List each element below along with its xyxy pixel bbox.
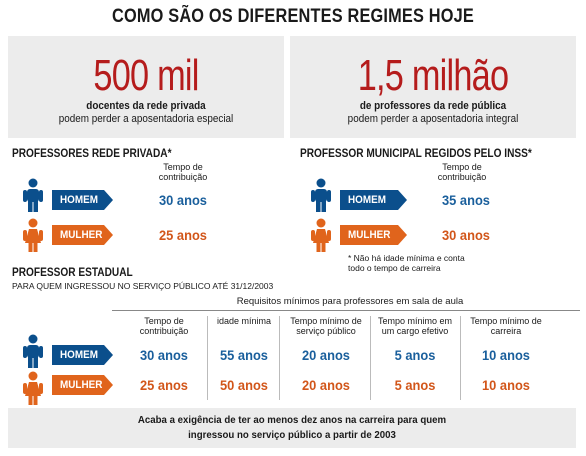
municipal-man-value: 35 anos — [442, 192, 490, 208]
state-woman-label: MULHER — [60, 379, 103, 391]
private-woman-arrow — [104, 225, 113, 245]
state-man-value-3: 5 anos — [394, 347, 436, 363]
state-requirements: Requisitos mínimos para professores em s… — [236, 296, 464, 307]
municipal-woman-arrow — [398, 225, 407, 245]
private-title: PROFESSORES REDE PRIVADA* — [12, 148, 172, 160]
municipal-header: Tempo de contribuição — [437, 162, 487, 182]
state-man-label: HOMEM — [60, 349, 98, 361]
municipal-woman-label: MULHER — [348, 229, 391, 241]
municipal-man-arrow — [398, 190, 407, 210]
private-woman-value: 25 anos — [159, 227, 207, 243]
man-figure-icon — [18, 334, 48, 368]
state-title: PROFESSOR ESTADUAL — [12, 267, 133, 279]
private-man-value: 30 anos — [159, 192, 207, 208]
stat-right-line1: de professores da rede pública — [359, 100, 507, 112]
state-woman-bar: MULHER — [52, 375, 104, 395]
man-figure-icon — [306, 178, 336, 212]
stat-left-line2: podem perder a aposentadoria especial — [58, 113, 234, 125]
private-man-bar: HOMEM — [52, 190, 104, 210]
state-man-value-2: 20 anos — [302, 347, 350, 363]
state-header-0: Tempo de contribuição — [139, 316, 189, 336]
column-divider — [279, 316, 280, 400]
private-man-label: HOMEM — [60, 194, 98, 206]
woman-figure-icon — [18, 218, 48, 252]
municipal-man-label: HOMEM — [348, 194, 386, 206]
column-divider — [370, 316, 371, 400]
stat-left-number: 500 mil — [93, 51, 199, 100]
state-header-1: idade mínima — [216, 316, 272, 326]
state-man-value-1: 55 anos — [220, 347, 268, 363]
woman-figure-icon — [306, 218, 336, 252]
state-woman-value-2: 20 anos — [302, 377, 350, 393]
state-header-4: Tempo mínimo de carreira — [470, 316, 542, 336]
page-title: COMO SÃO OS DIFERENTES REGIMES HOJE — [112, 6, 474, 27]
footer-panel — [8, 408, 576, 448]
state-man-value-0: 30 anos — [140, 347, 188, 363]
state-woman-value-0: 25 anos — [140, 377, 188, 393]
state-woman-value-4: 10 anos — [482, 377, 530, 393]
column-divider — [460, 316, 461, 400]
state-woman-arrow — [104, 375, 113, 395]
municipal-woman-value: 30 anos — [442, 227, 490, 243]
municipal-title: PROFESSOR MUNICIPAL REGIDOS PELO INSS* — [300, 148, 532, 160]
state-woman-value-1: 50 anos — [220, 377, 268, 393]
footer-line1: Acaba a exigência de ter ao menos dez an… — [137, 414, 447, 426]
column-divider — [207, 316, 208, 400]
man-figure-icon — [18, 178, 48, 212]
woman-figure-icon — [18, 371, 48, 405]
private-header: Tempo de contribuição — [158, 162, 208, 182]
requirements-divider — [112, 310, 580, 311]
state-subtitle: PARA QUEM INGRESSOU NO SERVIÇO PÚBLICO A… — [12, 281, 274, 291]
state-header-2: Tempo mínimo de serviço público — [290, 316, 362, 336]
private-woman-label: MULHER — [60, 229, 103, 241]
footer-line2: ingressou no serviço público a partir de… — [188, 429, 396, 441]
stat-right-number: 1,5 milhão — [357, 51, 509, 100]
state-man-value-4: 10 anos — [482, 347, 530, 363]
private-woman-bar: MULHER — [52, 225, 104, 245]
state-woman-value-3: 5 anos — [394, 377, 436, 393]
state-man-bar: HOMEM — [52, 345, 104, 365]
municipal-man-bar: HOMEM — [340, 190, 398, 210]
state-man-arrow — [104, 345, 113, 365]
stat-left-line1: docentes da rede privada — [86, 100, 206, 112]
stat-left-panel — [8, 36, 284, 138]
state-header-3: Tempo mínimo em um cargo efetivo — [377, 316, 453, 336]
private-man-arrow — [104, 190, 113, 210]
stat-right-panel — [290, 36, 576, 138]
stat-right-line2: podem perder a aposentadoria integral — [347, 113, 519, 125]
municipal-woman-bar: MULHER — [340, 225, 398, 245]
municipal-note: * Não há idade mínima e conta todo o tem… — [348, 253, 465, 273]
